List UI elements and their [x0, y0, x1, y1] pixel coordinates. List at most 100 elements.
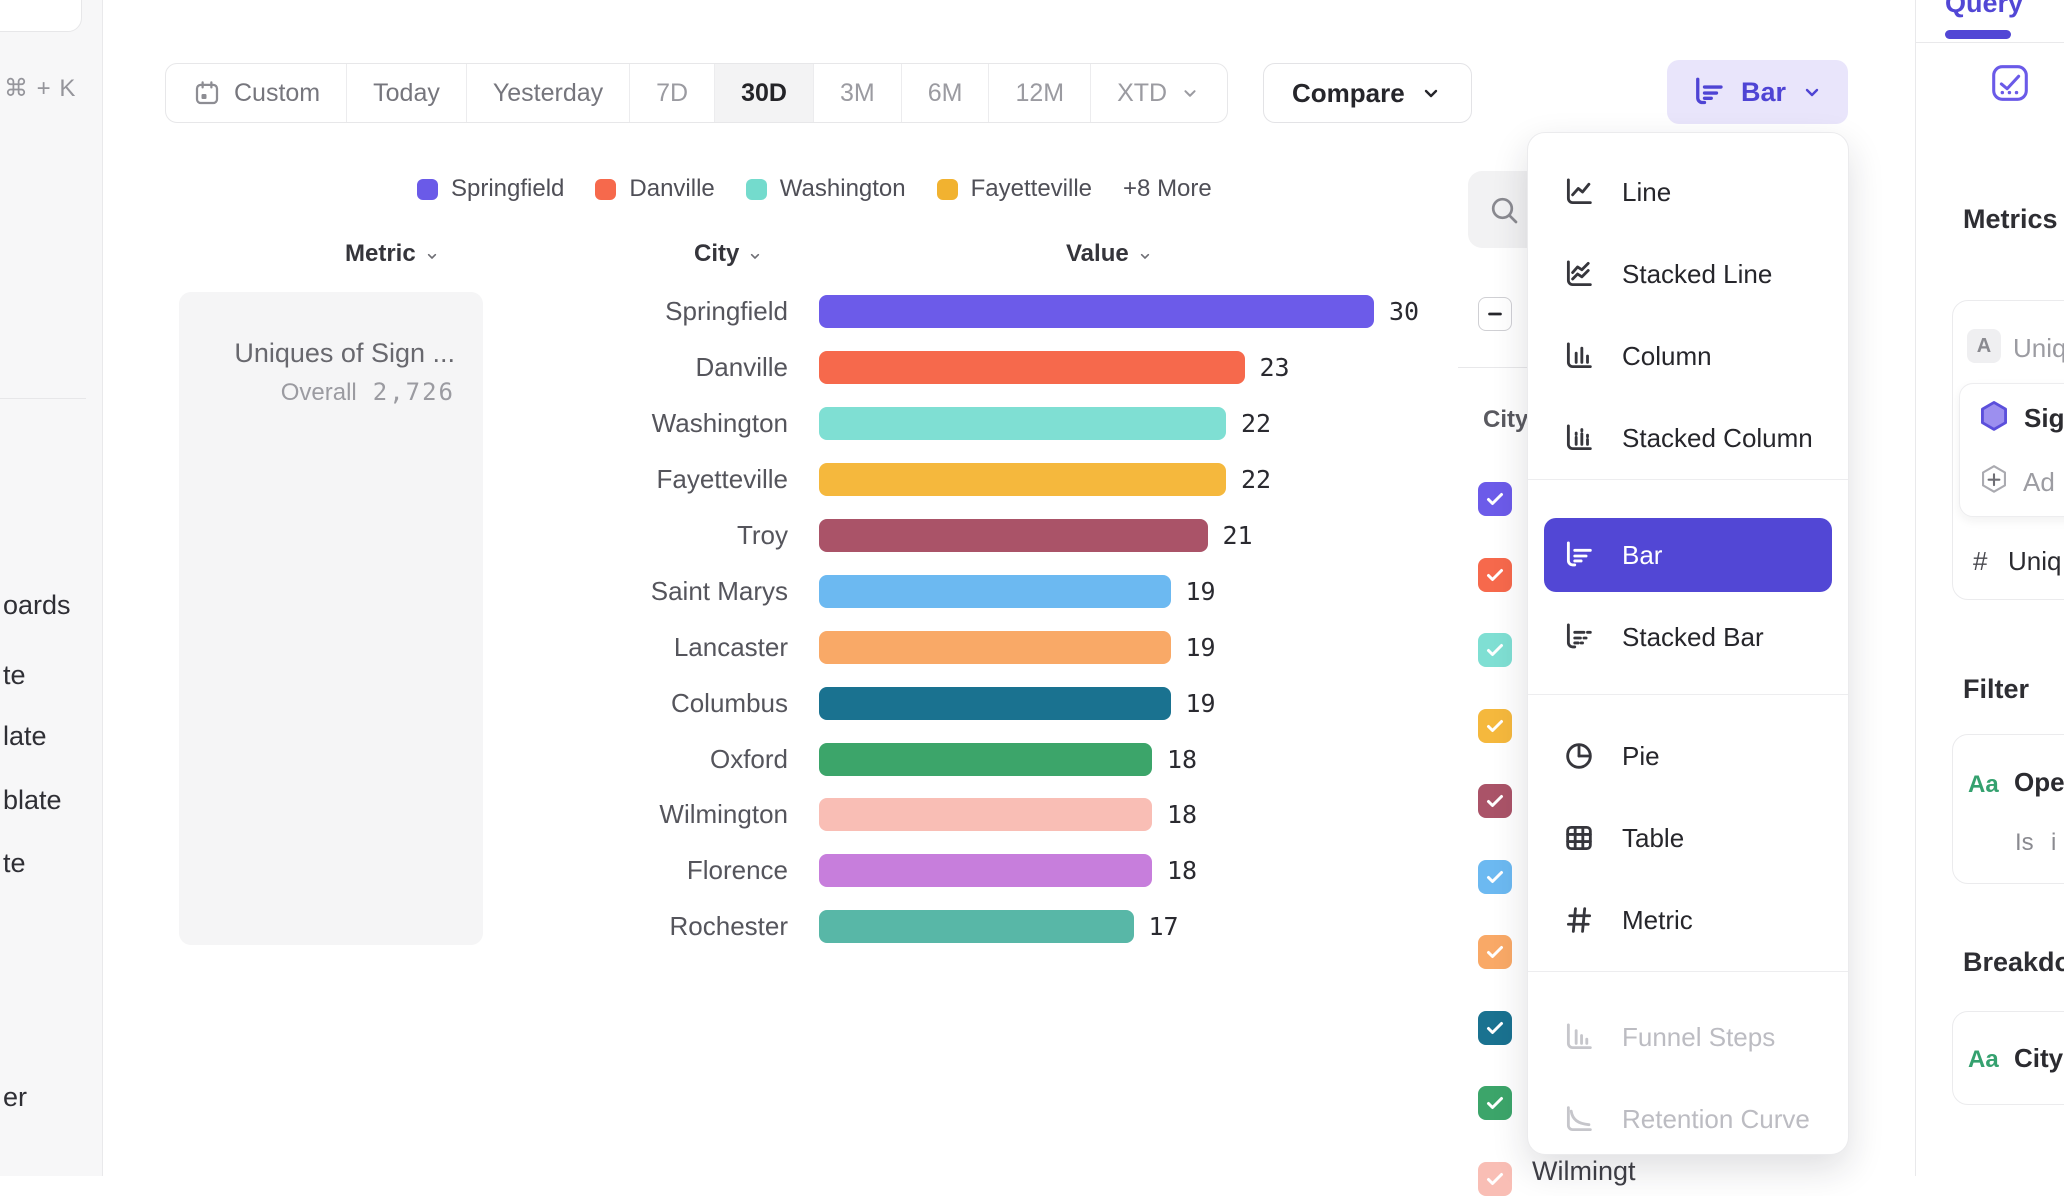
- segment-checkbox-checked[interactable]: [1478, 633, 1512, 667]
- bar[interactable]: [819, 463, 1226, 497]
- legend-label: Danville: [629, 175, 715, 202]
- selector-group-label: City: [1483, 406, 1529, 433]
- date-range-7d[interactable]: 7D: [630, 64, 716, 122]
- legend-item[interactable]: Fayetteville: [936, 175, 1092, 203]
- bar-category-label: Wilmington: [659, 799, 788, 830]
- segment-checkbox-checked[interactable]: [1478, 1161, 1512, 1196]
- segment-checkbox-checked[interactable]: [1478, 859, 1512, 894]
- bar-category-label: Fayetteville: [656, 464, 789, 495]
- bar-value: 18: [1167, 856, 1198, 886]
- chart-legend: Springfield Danville Washington Fayettevill…: [417, 175, 1212, 203]
- legend-item[interactable]: Springfield: [417, 175, 564, 203]
- legend-item[interactable]: Danville: [595, 175, 715, 203]
- bar[interactable]: [819, 686, 1171, 720]
- segment-checkbox-checked[interactable]: [1478, 1010, 1512, 1045]
- date-range-12m[interactable]: 12M: [989, 64, 1092, 122]
- date-range-xtd[interactable]: XTD: [1091, 64, 1227, 122]
- menu-item-pie[interactable]: Pie: [1528, 715, 1848, 797]
- menu-item-line[interactable]: Line: [1528, 151, 1848, 233]
- segment-checkbox-checked[interactable]: [1478, 1086, 1512, 1120]
- legend-more-link[interactable]: +8 More: [1123, 175, 1212, 202]
- menu-item-stacked-column[interactable]: Stacked Column: [1528, 397, 1848, 479]
- menu-item-label: Table: [1622, 822, 1685, 853]
- tab-query[interactable]: Query: [1945, 0, 2024, 18]
- segment-row-label[interactable]: Wilmingt: [1532, 1156, 1636, 1186]
- bar-value: 19: [1185, 576, 1216, 606]
- bar[interactable]: [819, 854, 1152, 888]
- bar-category-label: Danville: [695, 352, 789, 383]
- metric-cell[interactable]: Uniques of Sign ... Overall 2,726: [179, 292, 483, 945]
- sidebar-item-truncated[interactable]: te: [3, 848, 26, 878]
- bar[interactable]: [819, 519, 1208, 552]
- select-all-checkbox-indeterminate[interactable]: [1478, 297, 1512, 331]
- column-header-city[interactable]: City: [694, 240, 763, 268]
- segment-checkbox-checked[interactable]: [1478, 708, 1512, 743]
- column-header-metric[interactable]: Metric: [345, 240, 440, 268]
- metric-title: Uniques of Sign ...: [234, 338, 455, 368]
- date-range-30d[interactable]: 30D: [715, 64, 814, 122]
- menu-item-stacked-bar[interactable]: Stacked Bar: [1528, 596, 1848, 678]
- legend-item[interactable]: Washington: [745, 175, 906, 203]
- bar[interactable]: [819, 798, 1152, 832]
- add-event-hexagon-plus-icon[interactable]: [1976, 462, 2012, 498]
- sidebar-item-truncated[interactable]: te: [3, 660, 26, 690]
- menu-divider: [1528, 479, 1848, 480]
- date-range-label: 6M: [927, 78, 963, 107]
- bar[interactable]: [819, 407, 1226, 441]
- bar-category-label: Rochester: [669, 911, 789, 942]
- event-name: Sig: [2024, 403, 2064, 433]
- string-type-badge: Aa: [1968, 1046, 1999, 1073]
- metric-definition-card[interactable]: A Uniq Sig Ad # Uniq: [1952, 300, 2064, 600]
- check-icon: [1483, 1016, 1507, 1040]
- chart-row: Rochester 17: [486, 899, 1446, 955]
- sidebar-item-truncated[interactable]: blate: [3, 785, 62, 815]
- compare-label: Compare: [1292, 77, 1405, 108]
- menu-item-stacked-line[interactable]: Stacked Line: [1528, 233, 1848, 315]
- value-header-label: Value: [1066, 240, 1129, 267]
- bar[interactable]: [819, 910, 1134, 944]
- event-card[interactable]: Sig Ad: [1959, 383, 2064, 517]
- menu-item-metric[interactable]: Metric: [1528, 879, 1848, 961]
- bar[interactable]: [819, 742, 1152, 776]
- filter-card[interactable]: Aa Ope Is i: [1952, 734, 2064, 884]
- sidebar-item-truncated[interactable]: er: [3, 1082, 28, 1112]
- metrics-heading: Metrics: [1963, 204, 2058, 234]
- check-icon: [1483, 1167, 1507, 1191]
- line-chart-viz-icon[interactable]: [1987, 60, 2033, 106]
- check-icon: [1483, 487, 1507, 511]
- menu-item-column[interactable]: Column: [1528, 315, 1848, 397]
- menu-item-table[interactable]: Table: [1528, 797, 1848, 879]
- segment-checkbox-checked[interactable]: [1478, 784, 1512, 818]
- date-range-control: Custom Today Yesterday 7D 30D 3M 6M 12M XTD: [165, 63, 1229, 123]
- compare-button[interactable]: Compare: [1263, 63, 1472, 123]
- segment-checkbox-checked[interactable]: [1478, 557, 1512, 592]
- date-range-today[interactable]: Today: [347, 64, 467, 122]
- bar[interactable]: [819, 630, 1171, 664]
- bar-category-label: Washington: [651, 408, 788, 439]
- column-header-value[interactable]: Value: [1066, 240, 1153, 268]
- chart-type-button[interactable]: Bar: [1667, 60, 1849, 124]
- segment-checkbox-checked[interactable]: [1478, 482, 1512, 516]
- calendar-icon: [192, 78, 222, 108]
- sidebar-item-truncated[interactable]: oards: [3, 590, 71, 620]
- menu-item-label: Bar: [1622, 539, 1663, 570]
- date-range-label: XTD: [1117, 78, 1168, 107]
- bar[interactable]: [819, 295, 1374, 329]
- breakdown-card[interactable]: Aa City: [1952, 1011, 2064, 1105]
- date-range-custom[interactable]: Custom: [166, 64, 348, 122]
- date-range-6m[interactable]: 6M: [902, 64, 990, 122]
- column-chart-icon: [1562, 339, 1596, 373]
- date-range-yesterday[interactable]: Yesterday: [467, 64, 631, 122]
- segment-checkbox-checked[interactable]: [1478, 935, 1512, 969]
- chart-row: Washington 22: [486, 396, 1446, 452]
- sidebar-item-truncated[interactable]: late: [3, 721, 47, 751]
- bar[interactable]: [819, 574, 1171, 608]
- date-range-3m[interactable]: 3M: [814, 64, 902, 122]
- check-icon: [1483, 563, 1507, 587]
- breakdown-heading: Breakdo: [1963, 947, 2064, 977]
- menu-item-bar[interactable]: Bar: [1544, 518, 1832, 592]
- bar-category-label: Columbus: [670, 687, 788, 718]
- sidebar-search-box[interactable]: [0, 0, 82, 32]
- date-range-label: 30D: [741, 78, 787, 107]
- bar[interactable]: [819, 351, 1245, 385]
